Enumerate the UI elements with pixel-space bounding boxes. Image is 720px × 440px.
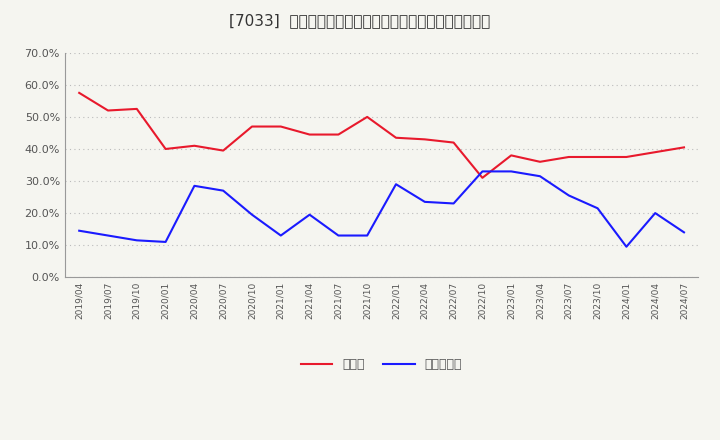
現預金	[75, 90, 84, 95]
有利子負債	[564, 193, 573, 198]
Line: 有利子負債: 有利子負債	[79, 172, 684, 247]
有利子負債	[248, 212, 256, 217]
有利子負債	[478, 169, 487, 174]
有利子負債	[75, 228, 84, 233]
現預金	[449, 140, 458, 145]
有利子負債	[132, 238, 141, 243]
有利子負債	[104, 233, 112, 238]
有利子負債	[276, 233, 285, 238]
有利子負債	[507, 169, 516, 174]
現預金	[622, 154, 631, 160]
有利子負債	[363, 233, 372, 238]
有利子負債	[334, 233, 343, 238]
有利子負債	[420, 199, 429, 205]
有利子負債	[651, 210, 660, 216]
現預金	[478, 175, 487, 180]
現預金	[190, 143, 199, 148]
現預金	[593, 154, 602, 160]
Legend: 現預金, 有利子負債: 現預金, 有利子負債	[296, 353, 467, 376]
現預金	[305, 132, 314, 137]
現預金	[334, 132, 343, 137]
現預金	[392, 135, 400, 140]
現預金	[420, 137, 429, 142]
現預金	[363, 114, 372, 120]
現預金	[248, 124, 256, 129]
有利子負債	[190, 183, 199, 188]
Line: 現預金: 現預金	[79, 93, 684, 178]
有利子負債	[536, 173, 544, 179]
現預金	[507, 153, 516, 158]
現預金	[536, 159, 544, 165]
有利子負債	[622, 244, 631, 249]
現預金	[651, 150, 660, 155]
有利子負債	[680, 230, 688, 235]
現預金	[104, 108, 112, 113]
Text: [7033]  現預金、有利子負債の総資産に対する比率の推移: [7033] 現預金、有利子負債の総資産に対する比率の推移	[230, 13, 490, 28]
有利子負債	[392, 182, 400, 187]
現預金	[564, 154, 573, 160]
現預金	[161, 147, 170, 152]
有利子負債	[219, 188, 228, 193]
有利子負債	[593, 205, 602, 211]
有利子負債	[305, 212, 314, 217]
現預金	[680, 145, 688, 150]
有利子負債	[161, 239, 170, 245]
現預金	[132, 106, 141, 111]
現預金	[276, 124, 285, 129]
有利子負債	[449, 201, 458, 206]
現預金	[219, 148, 228, 153]
